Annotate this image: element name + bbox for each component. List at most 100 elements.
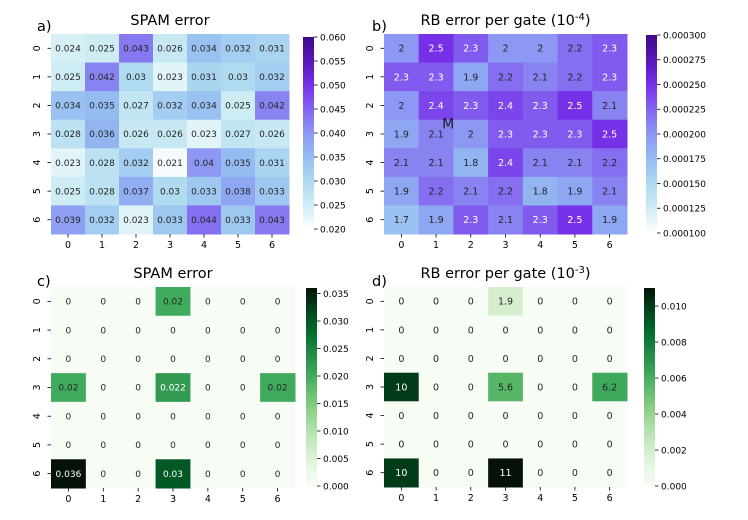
cell-annotation-0-0: 0.024 (55, 45, 81, 55)
cell-annotation-6-2: 0 (468, 468, 474, 479)
heatmap-cell-6-2 (453, 205, 489, 235)
cell-annotation-3-6: 0.026 (259, 130, 285, 140)
heatmap-cell-2-5 (557, 91, 593, 121)
cell-annotation-4-4: 0.04 (194, 159, 214, 169)
cell-annotation-3-1: 2.1 (429, 129, 444, 140)
cell-annotation-5-2: 0 (135, 441, 141, 451)
cell-annotation-5-6: 0 (275, 441, 281, 451)
cell-annotation-1-6: 2.3 (602, 72, 617, 83)
heatmap-cell-4-6 (260, 401, 296, 432)
colorbar-tick-label-7: 0.035 (323, 290, 349, 300)
title-tail: ) (585, 13, 591, 29)
cell-annotation-5-3: 0 (170, 441, 176, 451)
cell-annotation-1-4: 2.1 (533, 72, 548, 83)
cell-annotation-6-3: 0.033 (157, 216, 183, 226)
heatmap-cell-4-0 (384, 401, 420, 431)
cell-annotation-3-3: 2.3 (498, 129, 513, 140)
heatmap-cell-0-5 (225, 287, 261, 317)
heatmap-cell-4-1 (85, 148, 120, 178)
heatmap-cell-4-4 (522, 401, 559, 431)
cell-annotation-2-0: 0 (66, 355, 72, 365)
cell-annotation-2-0: 0.034 (55, 102, 81, 112)
y-tick-label-1: 1 (365, 74, 376, 80)
cell-annotation-1-5: 0 (240, 326, 246, 336)
y-tick-label-4: 4 (32, 160, 43, 166)
heatmap-cell-6-2 (453, 458, 489, 488)
cell-annotation-4-3: 0.021 (157, 159, 183, 169)
heatmap-cell-0-3 (155, 287, 191, 317)
y-tick-label-0: 0 (365, 45, 376, 51)
y-tick-label-0: 0 (32, 45, 43, 51)
x-tick-label-4: 4 (537, 240, 543, 251)
cell-annotation-1-2: 0 (468, 325, 474, 336)
heatmap-cell-2-1 (418, 91, 454, 121)
heatmap-cell-2-0 (384, 91, 420, 121)
heatmap-cell-0-4 (190, 287, 226, 317)
cell-annotation-4-1: 0 (433, 411, 439, 422)
heatmap-cell-0-0 (384, 287, 420, 317)
cell-annotation-5-5: 0 (572, 440, 578, 451)
colorbar-tick-label-3: 0.000175 (663, 155, 706, 165)
x-tick-label-2: 2 (468, 240, 474, 251)
cell-annotation-4-5: 0 (240, 412, 246, 422)
heatmap-cell-0-5 (221, 34, 256, 64)
heatmap-cell-0-4 (187, 34, 222, 64)
y-tick-label-2: 2 (365, 355, 376, 361)
cell-annotation-3-6: 2.5 (602, 129, 617, 140)
cell-annotation-1-3: 0 (502, 325, 508, 336)
heatmap-cell-5-2 (453, 429, 489, 459)
cell-annotation-2-5: 0 (572, 354, 578, 365)
cell-annotation-5-0: 1.9 (394, 187, 409, 198)
heatmap-cell-1-5 (225, 315, 261, 345)
cell-annotation-2-4: 0 (205, 355, 211, 365)
cell-annotation-2-5: 0.025 (225, 102, 251, 112)
heatmap-cell-5-4 (522, 429, 559, 459)
y-tick-label-4: 4 (32, 413, 43, 419)
heatmap-cell-3-4 (522, 119, 559, 149)
heatmap-cell-3-1 (85, 373, 122, 403)
y-tick-label-5: 5 (365, 441, 376, 447)
cell-annotation-0-0: 0 (398, 297, 404, 308)
cell-annotation-6-3: 2.1 (498, 215, 513, 226)
cell-annotation-0-5: 0.032 (225, 45, 251, 55)
colorbar-tick-label-4: 0.040 (320, 129, 346, 139)
cell-annotation-1-4: 0 (537, 325, 543, 336)
heatmap-cell-5-6 (260, 430, 296, 460)
heatmap-cell-6-1 (418, 458, 454, 488)
cell-annotation-4-3: 0 (170, 412, 176, 422)
heatmap-cell-2-1 (418, 344, 454, 374)
x-tick-label-6: 6 (269, 240, 275, 251)
cell-annotation-2-6: 0 (275, 355, 281, 365)
heatmap-cell-4-5 (221, 148, 256, 178)
cell-annotation-6-4: 2.3 (533, 215, 548, 226)
cell-annotation-6-0: 0.039 (55, 216, 81, 226)
colorbar-tick-label-2: 0.004 (661, 410, 687, 420)
cell-annotation-0-0: 0 (66, 298, 72, 308)
heatmap-cell-4-3 (488, 148, 524, 178)
chart-title: SPAM error (130, 13, 209, 29)
heatmap-cell-4-5 (557, 401, 593, 431)
cell-annotation-4-6: 0 (275, 412, 281, 422)
cell-annotation-1-1: 0 (433, 325, 439, 336)
cell-annotation-5-3: 0 (502, 440, 508, 451)
colorbar-tick-label-3: 0.006 (661, 374, 687, 384)
heatmap-cell-3-5 (557, 119, 593, 149)
heatmap-cell-2-6 (592, 91, 628, 121)
heatmap-cell-6-5 (557, 458, 593, 488)
heatmap-cell-4-3 (488, 401, 524, 431)
cell-annotation-0-6: 0 (607, 297, 613, 308)
heatmap-cell-2-5 (557, 344, 593, 374)
cell-annotation-2-4: 0.034 (191, 102, 217, 112)
heatmap-cell-5-3 (153, 176, 188, 206)
cell-annotation-3-2: 0.026 (123, 130, 149, 140)
colorbar-tick-label-2: 0.000150 (663, 180, 706, 190)
colorbar-tick-label-4: 0.008 (661, 338, 687, 348)
heatmap-cell-3-3 (488, 372, 524, 402)
heatmap-cell-2-0 (51, 91, 86, 121)
heatmap-cell-5-2 (453, 176, 489, 206)
x-tick-label-3: 3 (502, 240, 508, 251)
colorbar-tick-label-1: 0.002 (661, 446, 687, 456)
cell-annotation-0-3: 1.9 (498, 297, 513, 308)
heatmap-cell-5-1 (418, 176, 454, 206)
heatmap-cell-0-3 (488, 34, 524, 64)
